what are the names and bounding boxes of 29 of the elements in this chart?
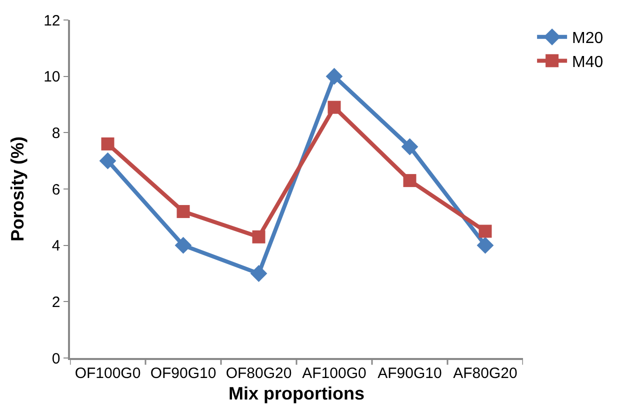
point [478, 224, 492, 238]
point [403, 174, 416, 188]
x-tick-label: OF100G0 [74, 364, 141, 382]
x-tick-label: OF80G20 [226, 364, 292, 382]
point [326, 68, 343, 85]
legend-label: M20 [572, 30, 604, 48]
legend-label: M40 [572, 54, 604, 71]
point [476, 236, 494, 254]
point [176, 205, 190, 218]
y-tick-label: 12 [44, 12, 60, 30]
point [101, 137, 114, 150]
point [250, 265, 268, 282]
x-axis-title: Mix proportions [228, 383, 364, 404]
y-tick-label: 10 [44, 68, 60, 86]
y-tick-label: 0 [52, 350, 60, 368]
y-tick-label: 2 [52, 294, 60, 311]
point [99, 152, 116, 170]
y-tick-label: 4 [52, 238, 60, 255]
x-tick-label: AF100G0 [302, 364, 366, 382]
point [174, 236, 192, 254]
point [252, 230, 266, 244]
y-tick-label: 8 [52, 124, 60, 142]
y-tick-label: 6 [52, 181, 60, 198]
x-tick-label: OF90G10 [150, 364, 216, 382]
x-tick-label: AF90G10 [378, 364, 442, 382]
x-tick-label: AF80G20 [453, 364, 518, 382]
y-axis-title: Porosity (%) [8, 136, 28, 242]
point [328, 100, 341, 114]
point [401, 138, 418, 156]
